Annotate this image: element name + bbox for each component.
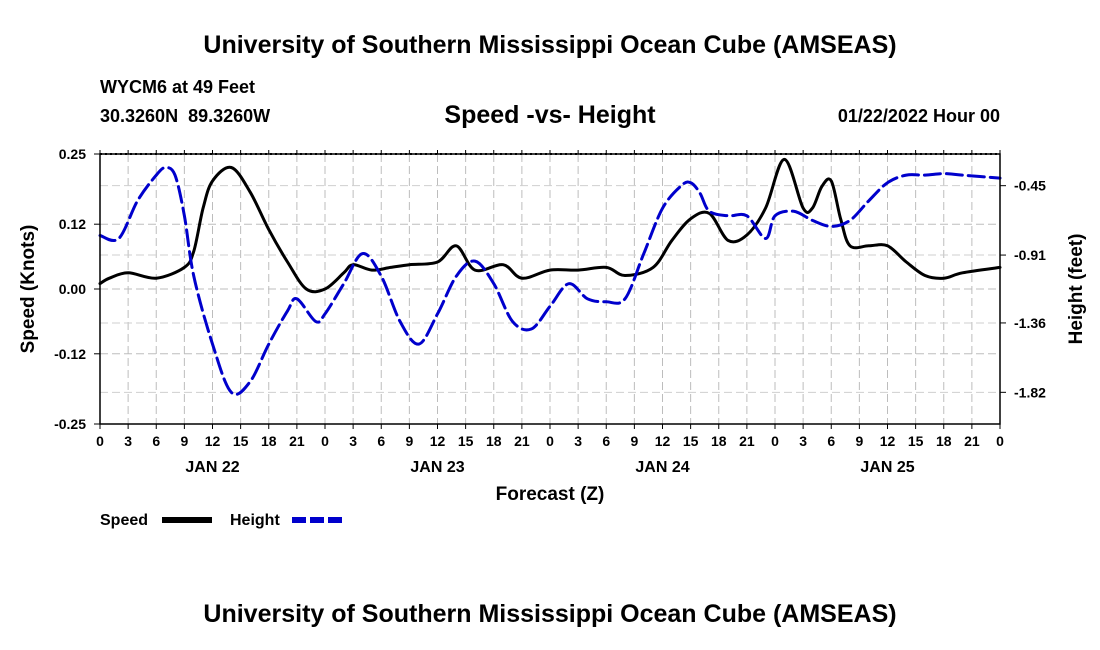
x-tick-label: 12 [430,433,446,449]
x-tick-label: 18 [261,433,277,449]
y2-tick-label: -1.36 [1014,315,1046,331]
x-tick-label: 12 [880,433,896,449]
x-axis-title: Forecast (Z) [496,484,605,505]
forecast-date-label: 01/22/2022 Hour 00 [837,106,1000,126]
x-day-label: JAN 25 [860,459,914,476]
y2-tick-label: -0.91 [1014,247,1046,263]
bottom-title: University of Southern Mississippi Ocean… [203,600,897,628]
legend: Speed Height [100,512,342,529]
x-tick-label: 15 [233,433,249,449]
x-tick-label: 21 [739,433,755,449]
y-tick-label: 0.25 [59,146,86,162]
x-tick-label: 18 [936,433,952,449]
x-tick-label: 15 [683,433,699,449]
series-line-speed [98,157,1002,294]
y-tick-label: 0.12 [59,216,86,232]
x-tick-label: 0 [96,433,104,449]
x-tick-label: 6 [152,433,160,449]
y-tick-label: -0.12 [54,346,86,362]
station-label: WYCM6 at 49 Feet [100,77,256,97]
x-day-label: JAN 22 [185,459,239,476]
top-title: University of Southern Mississippi Ocean… [203,31,897,59]
speed-height-chart: 0 3 6 9 12 15 18 21 0 3 6 9 12 15 18 21 0 3 6 9 12 15 18 21 0 3 6 9… [18,146,1087,529]
x-tick-label: 6 [377,433,385,449]
x-tick-label: 21 [289,433,305,449]
x-tick-label: 3 [349,433,357,449]
x-tick-label: 3 [574,433,582,449]
x-tick-label: 21 [964,433,980,449]
y-tick-label: 0.00 [59,281,86,297]
x-tick-label: 6 [602,433,610,449]
series-line-height [98,166,1002,396]
x-tick-label: 18 [711,433,727,449]
axis-layer: 0 3 6 9 12 15 18 21 0 3 6 9 12 15 18 21 0 3 6 9 12 15 18 21 0 3 6 9… [54,146,1046,476]
x-tick-label: 0 [771,433,779,449]
x-tick-label: 9 [405,433,413,449]
x-tick-label: 15 [908,433,924,449]
chart-title: Speed -vs- Height [444,101,656,129]
legend-height-label: Height [230,512,280,529]
x-tick-label: 0 [321,433,329,449]
x-tick-label: 15 [458,433,474,449]
y2-axis-title: Height (feet) [1066,234,1087,345]
x-tick-label: 0 [546,433,554,449]
x-tick-label: 12 [655,433,671,449]
x-day-label: JAN 23 [410,459,464,476]
x-tick-label: 12 [205,433,221,449]
y-axis-title: Speed (Knots) [18,225,39,354]
x-tick-label: 3 [799,433,807,449]
x-tick-label: 0 [996,433,1004,449]
y2-tick-label: -1.82 [1014,384,1046,400]
x-tick-label: 18 [486,433,502,449]
x-tick-label: 3 [124,433,132,449]
y2-tick-label: -0.45 [1014,178,1046,194]
x-tick-label: 21 [514,433,530,449]
x-tick-label: 9 [180,433,188,449]
y-tick-label: -0.25 [54,416,86,432]
legend-speed-label: Speed [100,512,148,529]
coordinates-label: 30.3260N 89.3260W [100,106,271,126]
grid-layer [100,154,1000,424]
series-layer [98,157,1002,396]
x-tick-label: 9 [855,433,863,449]
x-tick-label: 6 [827,433,835,449]
x-day-label: JAN 24 [635,459,689,476]
x-tick-label: 9 [630,433,638,449]
